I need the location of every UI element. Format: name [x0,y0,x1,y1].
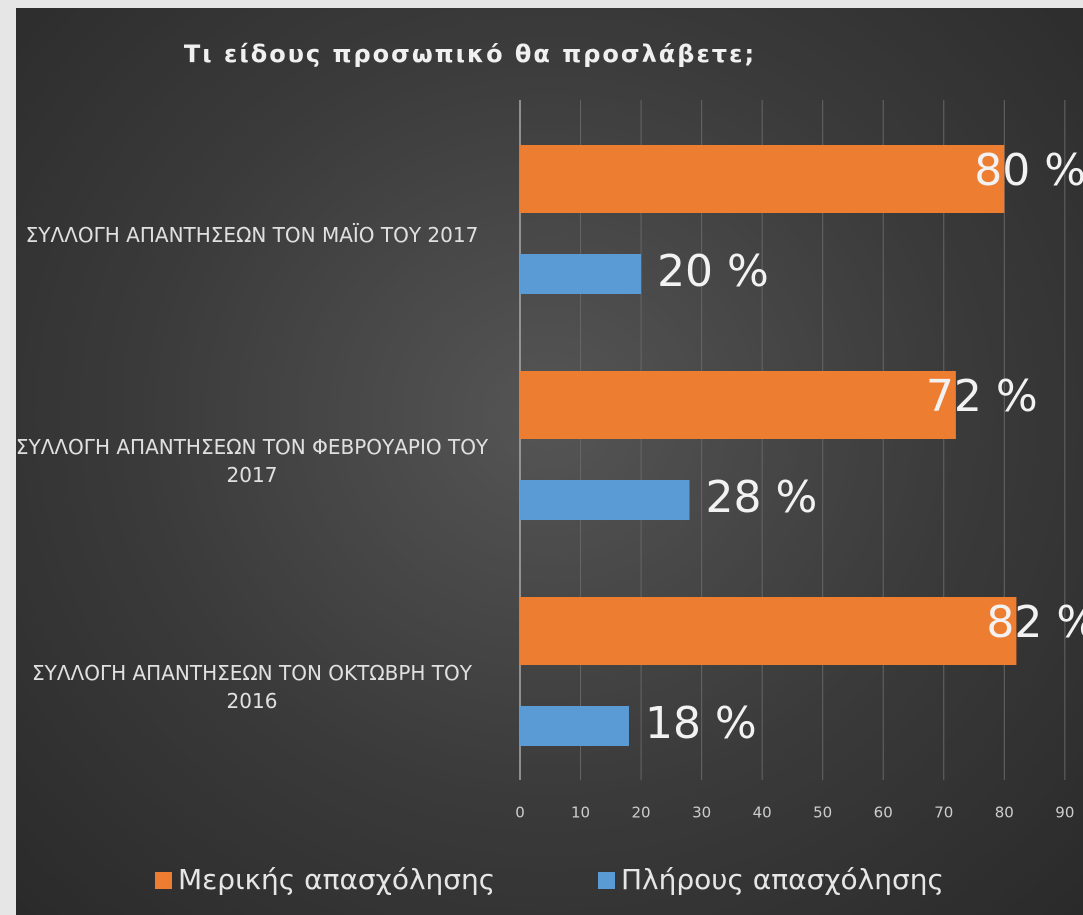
legend-label: Πλήρους απασχόλησης [621,863,944,896]
legend-swatch [155,872,172,889]
chart-svg: Τι είδους προσωπικό θα προσλάβετε; 0 10 20… [155,40,1083,896]
x-tick-label: 90 [1055,804,1074,822]
bar [520,145,1005,213]
chart: Τι είδους προσωπικό θα προσλάβετε; 0 10 20… [16,8,1083,915]
bar [520,597,1017,665]
value-label: 72 % [926,371,1038,422]
category-label: ΣΥΛΛΟΓΗ ΑΠΑΝΤΗΣΕΩΝ ΤΟΝ ΜΑΪΟ ΤΟΥ 2017 [25,223,479,247]
bar [520,254,642,294]
value-label: 20 % [657,246,769,297]
x-tick-label: 40 [753,804,772,822]
value-label: 80 % [974,145,1083,196]
legend-label: Μερικής απασχόλησης [178,863,495,896]
legend-swatch [598,872,615,889]
bar [520,706,629,746]
category-label: ΣΥΛΛΟΓΗ ΑΠΑΝΤΗΣΕΩΝ ΤΟΝ ΦΕΒΡΟΥΑΡΙΟ ΤΟΥ 20… [16,435,489,487]
x-tick-label: 60 [874,804,893,822]
x-tick-label: 30 [692,804,711,822]
chart-title: Τι είδους προσωπικό θα προσλάβετε; [184,40,756,68]
x-tick-label: 10 [571,804,590,822]
value-label: 82 % [986,597,1083,648]
category-label: ΣΥΛΛΟΓΗ ΑΠΑΝΤΗΣΕΩΝ ΤΟΝ ΟΚΤΩΒΡΗ ΤΟΥ 2016 [32,661,472,713]
value-label: 18 % [645,698,757,749]
x-tick-label: 50 [813,804,832,822]
x-tick-label: 70 [934,804,953,822]
value-label: 28 % [706,472,818,523]
x-tick-label: 0 [515,804,525,822]
x-tick-label: 20 [632,804,651,822]
bar [520,371,956,439]
x-tick-label: 80 [995,804,1014,822]
bar [520,480,690,520]
